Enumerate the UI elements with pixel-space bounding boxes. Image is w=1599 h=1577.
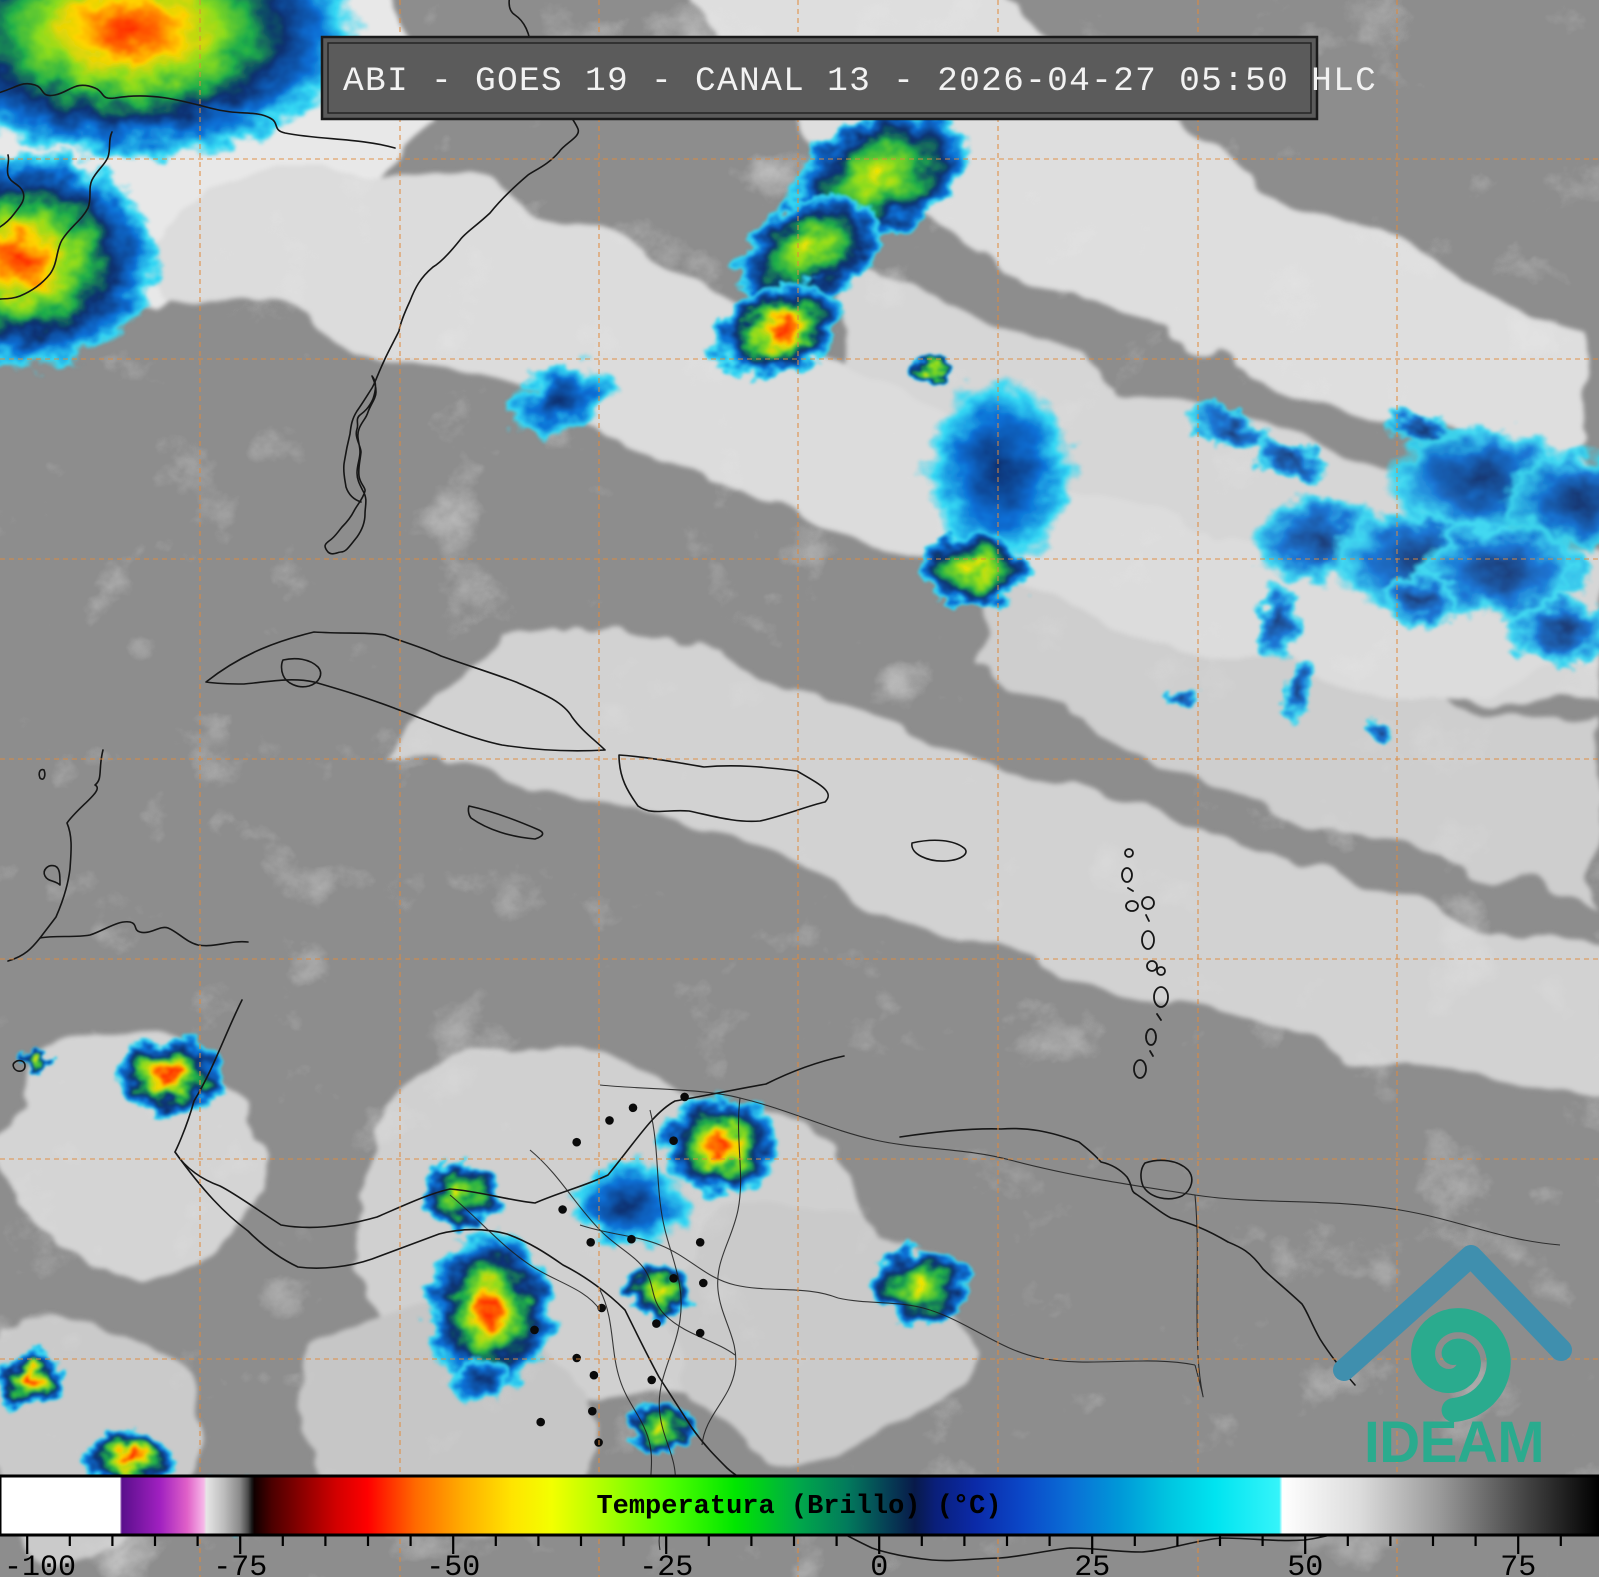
svg-text:-25: -25 xyxy=(639,1551,693,1577)
svg-text:ABI - GOES 19 - CANAL 13 - 202: ABI - GOES 19 - CANAL 13 - 2026-04-27 05… xyxy=(343,62,1377,101)
svg-text:0: 0 xyxy=(870,1551,888,1577)
svg-text:Temperatura (Brillo) (°C): Temperatura (Brillo) (°C) xyxy=(596,1492,1001,1522)
svg-text:25: 25 xyxy=(1074,1551,1110,1577)
svg-text:50: 50 xyxy=(1287,1551,1323,1577)
svg-text:IDEAM: IDEAM xyxy=(1364,1410,1544,1475)
svg-text:-50: -50 xyxy=(426,1551,480,1577)
svg-text:75: 75 xyxy=(1500,1551,1536,1577)
svg-text:-75: -75 xyxy=(213,1551,267,1577)
svg-text:-100: -100 xyxy=(4,1551,76,1577)
